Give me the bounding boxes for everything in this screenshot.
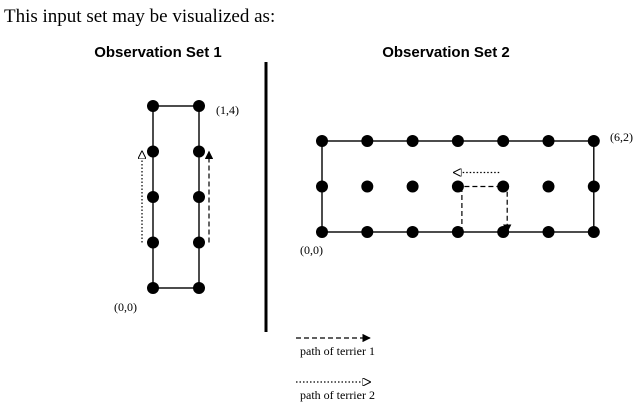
grid-node	[451, 180, 464, 193]
grid-boundary	[152, 105, 200, 289]
observation-set-2-grid: (0,0) (6,2)	[300, 130, 633, 257]
grid-node	[451, 226, 464, 238]
grid-node	[361, 226, 374, 238]
grid-node	[587, 226, 600, 238]
grid-node	[406, 226, 419, 238]
intro-text: This input set may be visualized as:	[4, 6, 275, 27]
grid-node	[451, 135, 464, 147]
grid-node	[316, 226, 328, 238]
grid-node	[193, 282, 205, 294]
grid-node	[147, 282, 159, 294]
set-1-origin-label: (0,0)	[114, 300, 137, 314]
terrier-1-path	[461, 185, 512, 233]
legend-terrier-1-label: path of terrier 1	[300, 344, 375, 358]
set-2-corner-label: (6,2)	[610, 130, 633, 144]
grid-node	[542, 226, 555, 238]
grid-node	[147, 100, 159, 112]
grid-node	[316, 135, 328, 147]
set-2-origin-label: (0,0)	[300, 243, 323, 257]
grid-node	[147, 236, 159, 249]
grid-node	[147, 191, 159, 203]
grid-node	[497, 226, 510, 238]
grid-node	[361, 135, 374, 147]
observation-set-1-grid: (0,0) (1,4)	[114, 100, 239, 314]
legend-terrier-2-label: path of terrier 2	[300, 388, 375, 402]
legend: path of terrier 1 path of terrier 2	[296, 333, 375, 402]
grid-node	[542, 135, 555, 147]
grid-node	[193, 236, 205, 249]
grid-node	[497, 180, 510, 193]
grid-node	[316, 180, 328, 193]
grid-node	[193, 100, 205, 112]
set-2-title: Observation Set 2	[382, 44, 510, 61]
grid-node	[497, 135, 510, 147]
grid-node	[361, 180, 374, 193]
grid-node	[587, 180, 600, 193]
set-1-corner-label: (1,4)	[216, 103, 239, 117]
grid-node	[193, 145, 205, 158]
grid-node	[147, 145, 159, 158]
set-1-title: Observation Set 1	[94, 44, 222, 61]
grid-node	[587, 135, 600, 147]
grid-node	[406, 135, 419, 147]
grid-node	[406, 180, 419, 193]
grid-node	[542, 180, 555, 193]
grid-node	[193, 191, 205, 203]
